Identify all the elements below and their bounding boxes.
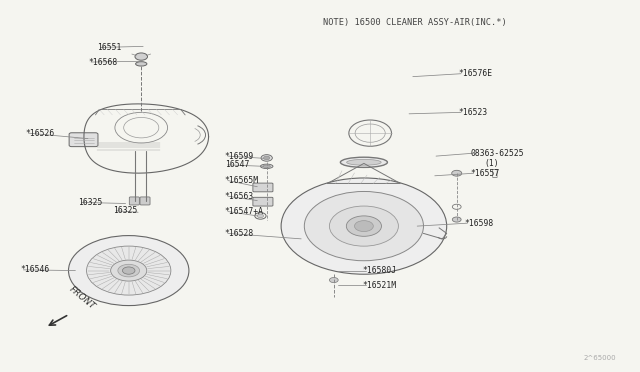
Text: 16325: 16325: [79, 198, 103, 207]
Text: 16551: 16551: [97, 43, 122, 52]
Text: NOTE) 16500 CLEANER ASSY-AIR(INC.*): NOTE) 16500 CLEANER ASSY-AIR(INC.*): [323, 18, 507, 27]
Text: *16599: *16599: [225, 152, 254, 161]
Text: *16521M: *16521M: [363, 280, 397, 290]
Circle shape: [346, 216, 381, 236]
FancyBboxPatch shape: [129, 197, 140, 205]
FancyBboxPatch shape: [69, 133, 98, 147]
Ellipse shape: [263, 165, 271, 168]
Circle shape: [86, 246, 171, 295]
FancyBboxPatch shape: [253, 183, 273, 192]
Circle shape: [135, 53, 148, 60]
Ellipse shape: [347, 159, 381, 165]
FancyBboxPatch shape: [253, 197, 273, 206]
Circle shape: [452, 170, 461, 176]
Text: 16547: 16547: [225, 160, 249, 169]
Text: *16580J: *16580J: [363, 266, 397, 275]
Text: 16325: 16325: [113, 206, 138, 215]
Circle shape: [118, 264, 140, 277]
Circle shape: [122, 267, 135, 274]
Text: *16568: *16568: [88, 58, 117, 67]
Circle shape: [452, 217, 461, 222]
Ellipse shape: [340, 157, 387, 167]
Text: *16557: *16557: [470, 169, 500, 178]
Circle shape: [355, 221, 373, 231]
Ellipse shape: [136, 62, 147, 66]
Circle shape: [330, 278, 338, 283]
Text: *16546: *16546: [20, 265, 49, 274]
Text: *16576E: *16576E: [458, 69, 492, 78]
Circle shape: [68, 235, 189, 305]
Text: *16563: *16563: [225, 192, 254, 201]
Text: *16526: *16526: [25, 129, 54, 138]
Text: *16528: *16528: [225, 229, 254, 238]
Text: *16565M: *16565M: [225, 176, 259, 185]
Text: 2^65000: 2^65000: [584, 355, 616, 361]
Text: Ⓢ: Ⓢ: [492, 167, 497, 177]
Circle shape: [261, 155, 273, 161]
FancyBboxPatch shape: [140, 197, 150, 205]
Text: *16598: *16598: [464, 219, 493, 228]
Text: FRONT: FRONT: [68, 285, 97, 312]
Circle shape: [304, 192, 424, 261]
Text: *16523: *16523: [458, 108, 487, 117]
Text: (1): (1): [484, 159, 499, 168]
Circle shape: [111, 260, 147, 281]
Text: *16547+A: *16547+A: [225, 207, 264, 216]
Circle shape: [281, 178, 447, 274]
Circle shape: [257, 214, 264, 218]
Circle shape: [330, 206, 398, 246]
Ellipse shape: [260, 164, 273, 169]
Text: 08363-62525: 08363-62525: [470, 149, 524, 158]
Circle shape: [264, 156, 270, 160]
